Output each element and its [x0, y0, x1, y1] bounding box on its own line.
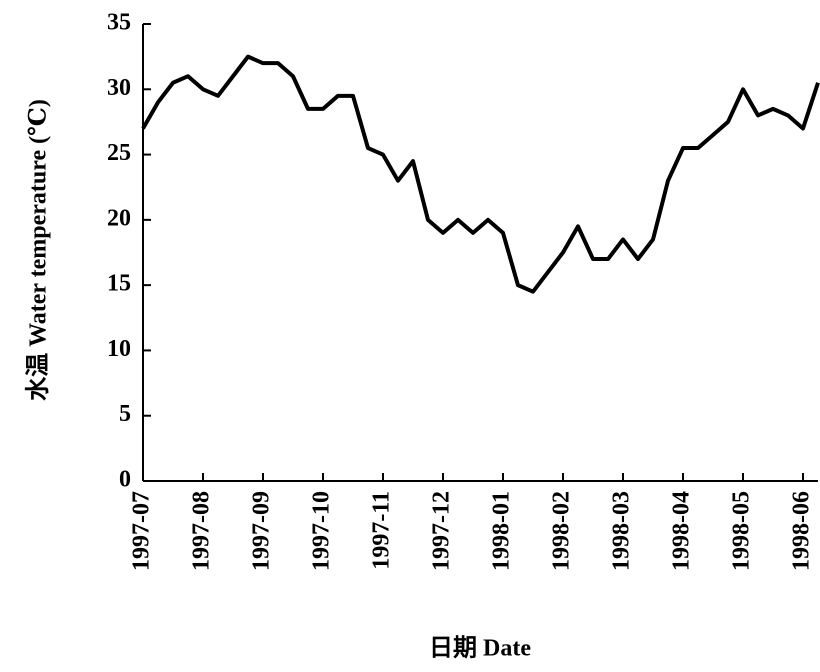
y-tick-label: 0 — [119, 467, 131, 493]
x-axis-label: 日期 Date — [429, 635, 531, 662]
y-axis-label: 水温 Water temperature (℃) — [25, 99, 52, 401]
x-tick-label: 1998-01 — [489, 491, 515, 571]
x-tick-label: 1997-11 — [369, 491, 395, 570]
x-tick-label: 1998-03 — [609, 491, 635, 571]
x-tick-label: 1998-05 — [729, 491, 755, 571]
x-tick-label: 1997-08 — [189, 491, 215, 571]
x-tick-label: 1998-02 — [549, 491, 575, 571]
y-tick-label: 15 — [107, 271, 131, 297]
x-tick-label: 1997-12 — [429, 491, 455, 571]
y-tick-label: 5 — [119, 401, 131, 427]
y-tick-label: 20 — [107, 205, 131, 231]
x-tick-label: 1997-07 — [129, 491, 155, 571]
y-tick-label: 35 — [107, 10, 131, 36]
x-tick-label: 1998-06 — [789, 491, 815, 571]
data-line — [141, 54, 820, 294]
y-tick-label: 10 — [107, 336, 131, 362]
y-tick-label: 25 — [107, 140, 131, 166]
x-tick-label: 1998-04 — [669, 491, 695, 571]
x-tick-label: 1997-10 — [309, 491, 335, 571]
y-tick-label: 30 — [107, 75, 131, 101]
x-tick-label: 1997-09 — [249, 491, 275, 571]
